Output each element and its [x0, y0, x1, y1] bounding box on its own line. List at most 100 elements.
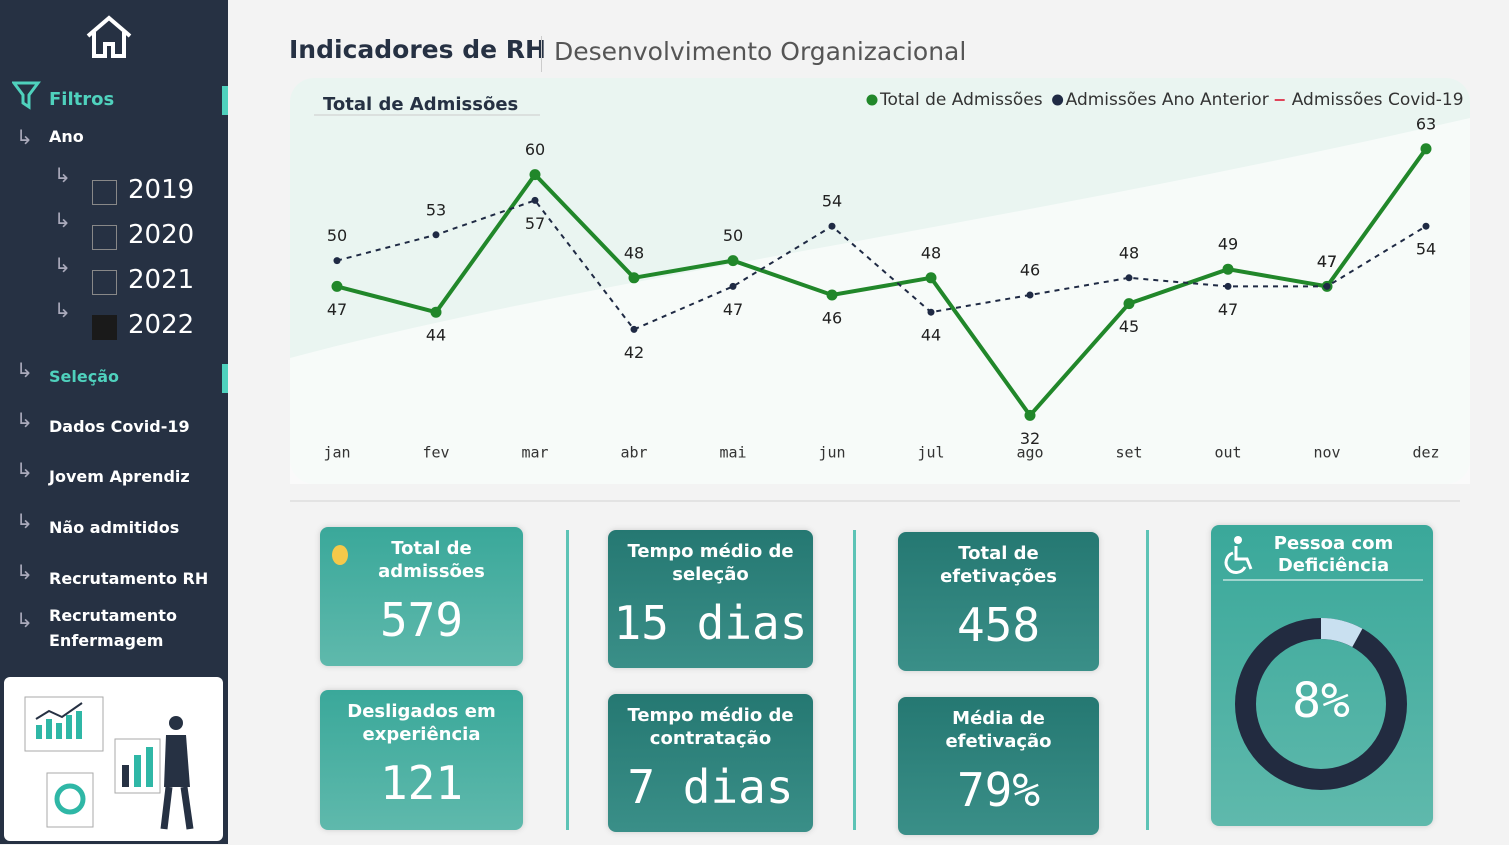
- illustration: [4, 677, 223, 841]
- arrow: ↳: [54, 208, 71, 232]
- data-label: 50: [327, 226, 347, 245]
- year-option[interactable]: 2019: [128, 175, 195, 205]
- kpi-card: Média de efetivação 79%: [898, 697, 1099, 835]
- data-label: 60: [525, 140, 545, 159]
- checkbox[interactable]: [92, 225, 117, 250]
- bulb-icon: [332, 545, 348, 565]
- arrow: ↳: [16, 358, 33, 382]
- data-label: 47: [1218, 300, 1238, 319]
- divider: [566, 530, 569, 830]
- line-chart: Total de Admissões jan fev mar abr mai jun jul…: [290, 78, 1470, 484]
- page-subtitle: Desenvolvimento Organizacional: [554, 37, 967, 66]
- kpi-card: Total de admissões 579: [320, 527, 523, 666]
- menu-item[interactable]: Recrutamento Enfermagem: [49, 606, 177, 650]
- data-point: [430, 306, 442, 318]
- data-point: [630, 325, 638, 333]
- data-point: [1024, 409, 1036, 421]
- legend-swatch: [866, 94, 878, 106]
- arrow: ↳: [16, 509, 33, 533]
- kpi-value: 458: [956, 598, 1041, 652]
- arrow: ↳: [16, 608, 33, 632]
- data-label: 47: [327, 300, 347, 319]
- arrow: ↳: [16, 560, 33, 584]
- data-label: 44: [426, 326, 446, 345]
- year-option[interactable]: 2022: [128, 310, 195, 340]
- divider: [1146, 530, 1149, 830]
- accessibility-icon: [1224, 536, 1253, 575]
- data-point: [1026, 291, 1034, 299]
- data-point: [331, 280, 343, 292]
- data-point: [529, 169, 541, 181]
- underline: [1223, 579, 1423, 581]
- kpi-value: 579: [379, 593, 464, 647]
- year-label: Ano: [49, 127, 84, 146]
- kpi-card: Total de efetivações 458: [898, 532, 1099, 671]
- data-point: [628, 272, 640, 284]
- data-label: 47: [1317, 252, 1337, 271]
- data-point: [333, 257, 341, 265]
- data-point: [1222, 263, 1234, 275]
- data-point: [1422, 222, 1430, 230]
- checkbox[interactable]: [92, 180, 117, 205]
- kpi-title: Total de efetivações: [940, 543, 1057, 587]
- kpi-title: Tempo médio de seleção: [627, 541, 794, 585]
- arrow: ↳: [54, 163, 71, 187]
- x-tick-label: ago: [1016, 444, 1043, 462]
- indicator: [222, 86, 228, 115]
- data-point: [828, 222, 836, 230]
- arrow: ↳: [16, 125, 33, 149]
- kpi-value: 121: [379, 756, 464, 810]
- kpi-value: 79%: [956, 763, 1041, 817]
- background-wave: [290, 118, 1470, 484]
- x-tick-label: out: [1214, 444, 1241, 462]
- donut-label: 8%: [1292, 673, 1350, 729]
- menu-item[interactable]: Não admitidos: [49, 518, 180, 537]
- data-label: 54: [822, 192, 842, 211]
- kpi-value: 7 dias: [627, 760, 794, 814]
- data-label: 53: [426, 200, 446, 219]
- menu-item[interactable]: Recrutamento RH: [49, 569, 209, 588]
- x-tick-label: mar: [521, 444, 548, 462]
- x-tick-label: nov: [1313, 444, 1340, 462]
- data-point: [432, 231, 440, 239]
- donut-card: Pessoa com Deficiência 8%: [1211, 525, 1433, 826]
- checkbox[interactable]: [92, 270, 117, 295]
- arrow: ↳: [54, 253, 71, 277]
- data-label: 32: [1020, 429, 1040, 448]
- kpi-card: Desligados em experiência 121: [320, 690, 523, 830]
- filter-icon: [12, 81, 41, 110]
- menu-item[interactable]: Dados Covid-19: [49, 417, 190, 436]
- year-option[interactable]: 2020: [128, 220, 195, 250]
- menu-item[interactable]: Seleção: [49, 367, 119, 386]
- data-label: 48: [1119, 243, 1139, 262]
- indicator: [222, 364, 228, 393]
- x-tick-label: jul: [917, 444, 944, 462]
- x-tick-label: jun: [818, 444, 845, 462]
- sidebar: Filtros ↳ Ano ↳ 2019 ↳ 2020 ↳ 2021 ↳ 2022 ↳ Sele…: [0, 0, 228, 844]
- data-label: 54: [1416, 240, 1436, 259]
- data-label: 46: [822, 309, 842, 328]
- legend-label: Admissões Ano Anterior: [1066, 90, 1269, 110]
- arrow: ↳: [16, 408, 33, 432]
- year-option[interactable]: 2021: [128, 265, 195, 295]
- data-point: [531, 196, 539, 204]
- data-point: [727, 255, 739, 267]
- series-line: [336, 199, 1427, 331]
- data-label: 50: [723, 226, 743, 245]
- data-label: 45: [1119, 317, 1139, 336]
- home-icon[interactable]: [84, 14, 134, 60]
- data-label: 47: [1317, 252, 1337, 271]
- x-tick-label: fev: [422, 444, 449, 462]
- data-point: [925, 272, 937, 284]
- divider: [541, 36, 542, 72]
- x-tick-label: jan: [323, 444, 350, 462]
- checkbox[interactable]: [92, 315, 117, 340]
- data-label: 48: [624, 243, 644, 262]
- data-point: [927, 308, 935, 316]
- kpi-title: Tempo médio de contratação: [627, 705, 794, 749]
- page-title: Indicadores de RH: [289, 35, 546, 64]
- menu-item[interactable]: Jovem Aprendiz: [49, 467, 190, 486]
- data-label: 47: [723, 300, 743, 319]
- data-label: 63: [1416, 114, 1436, 133]
